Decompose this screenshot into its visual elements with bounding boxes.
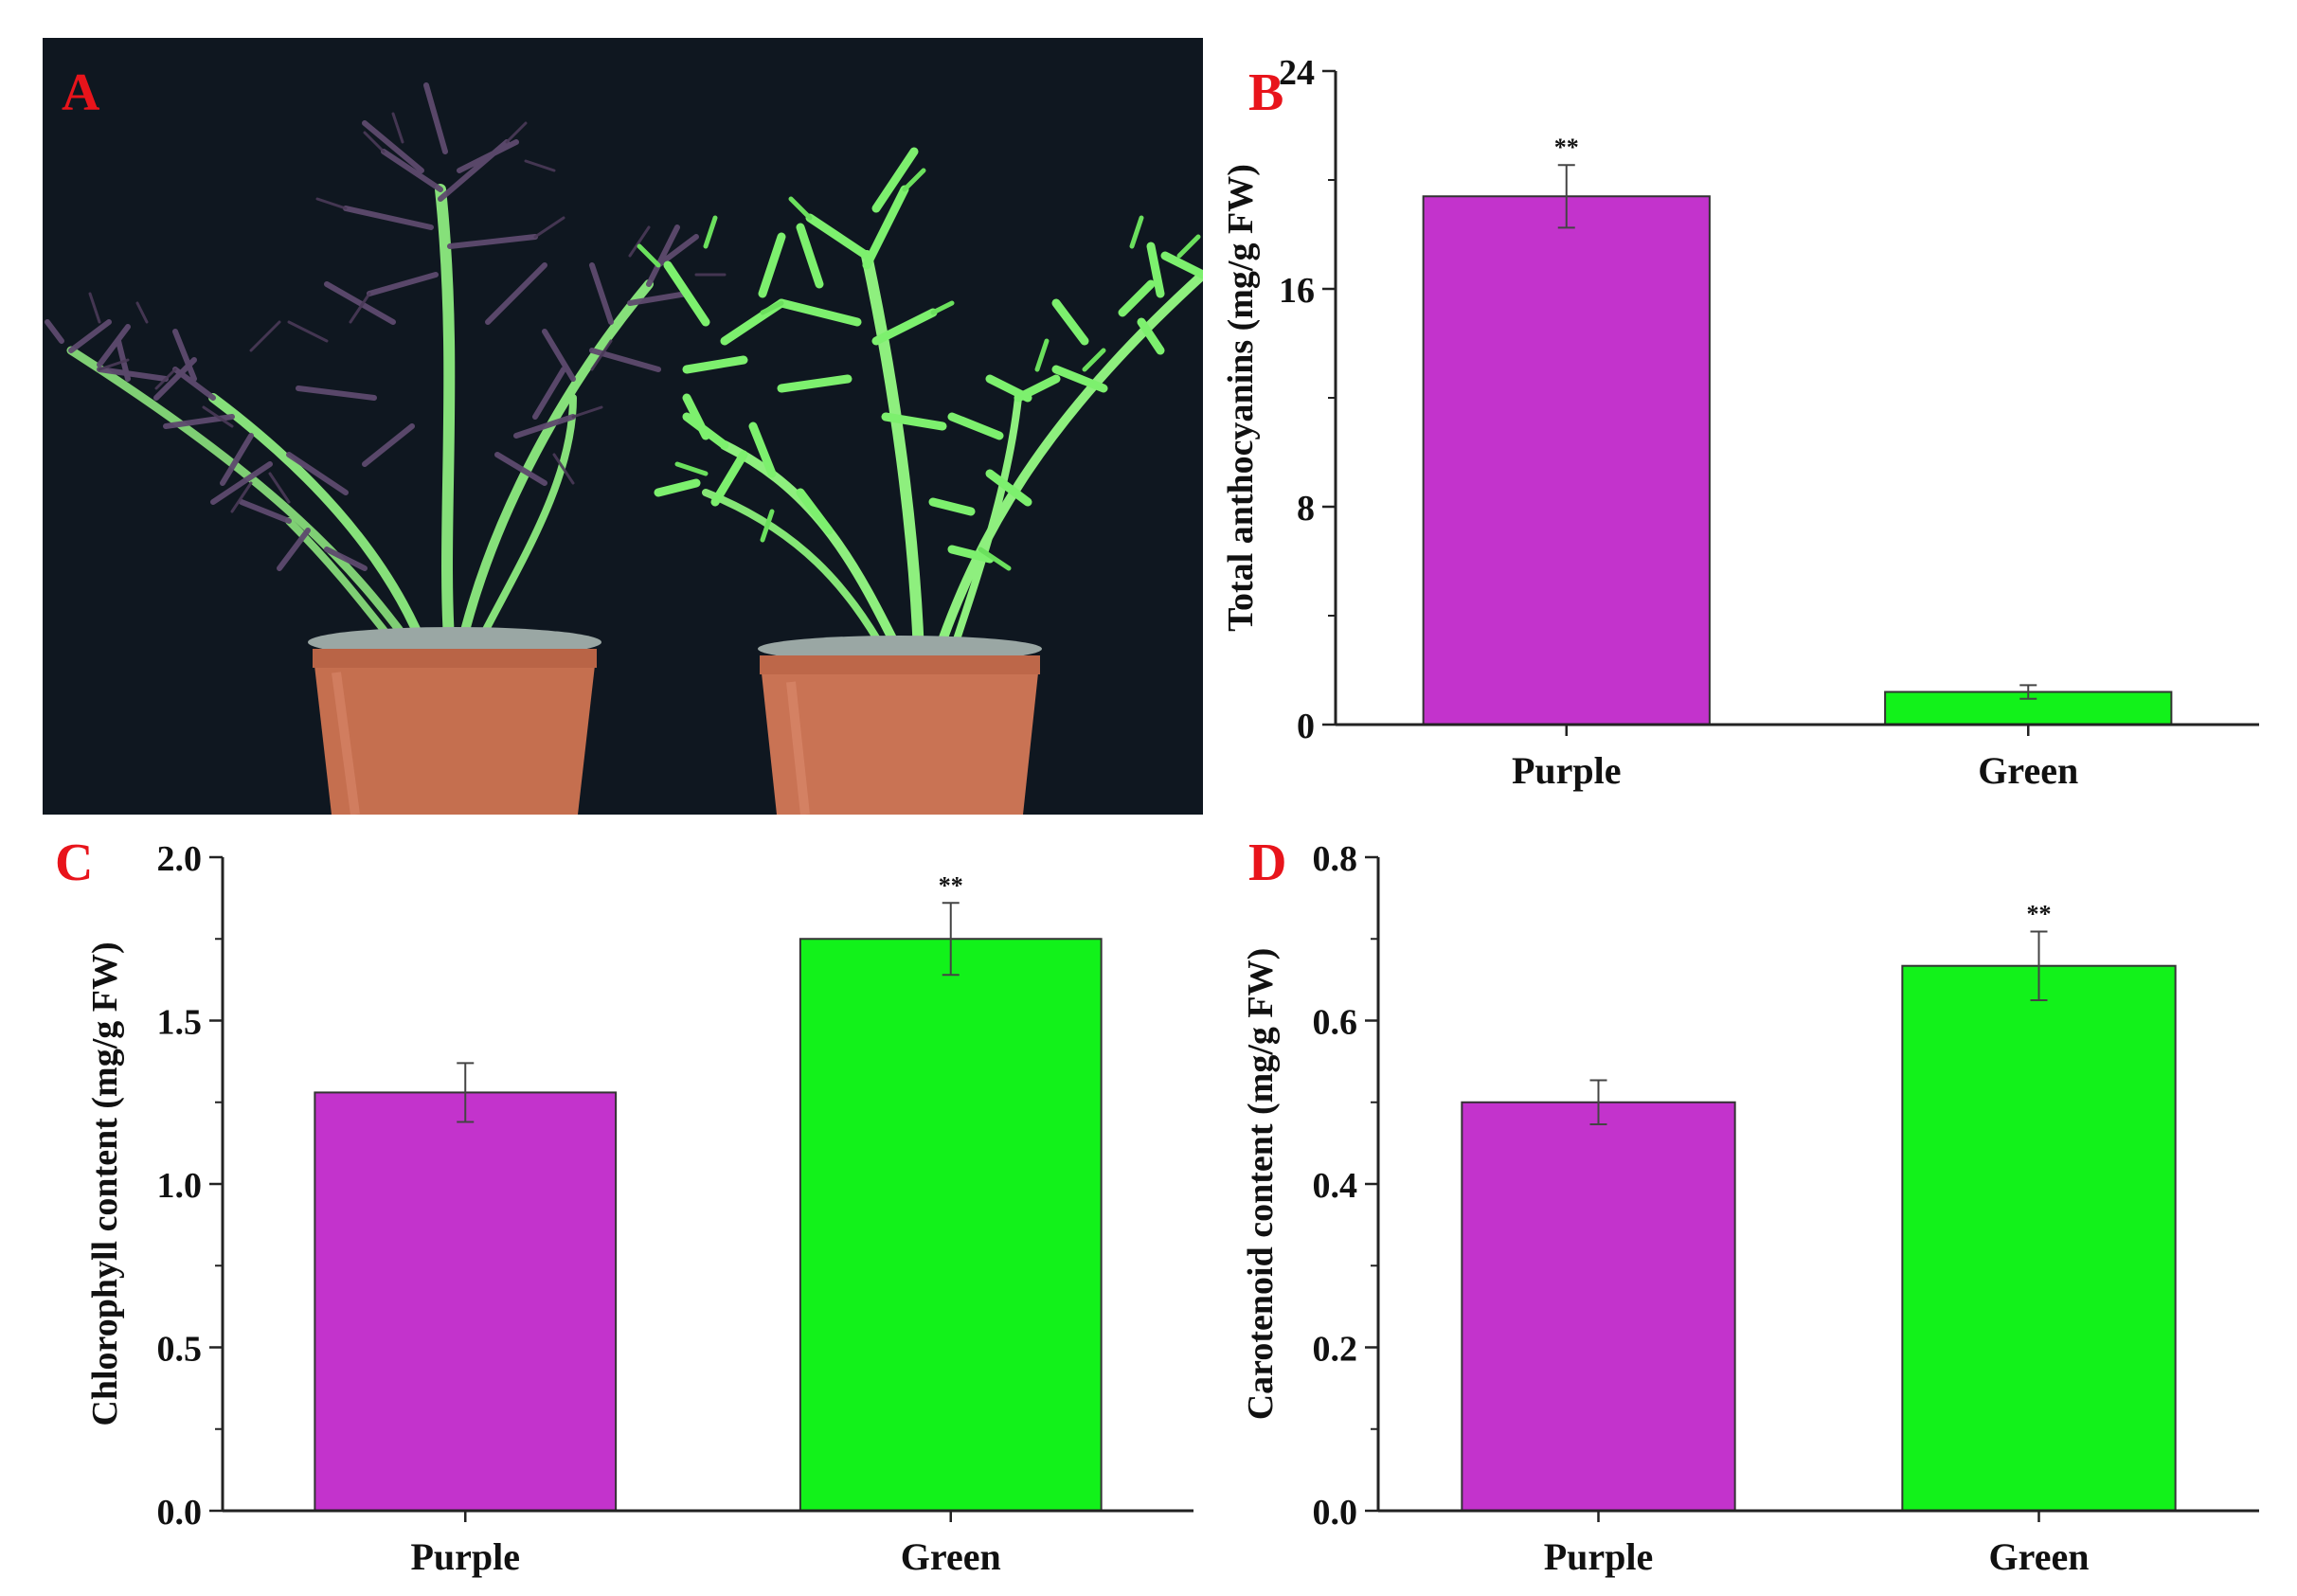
plant-pots	[308, 627, 1042, 815]
significance-purple: **	[1554, 134, 1579, 161]
y-axis-label: Carotenoid content (mg/g FW)	[1241, 948, 1281, 1421]
x-tick-label-green: Green	[1989, 1535, 2090, 1578]
bar-purple	[314, 1091, 618, 1513]
x-tick-label-purple: Purple	[1544, 1535, 1654, 1578]
error-bar-green	[942, 902, 960, 977]
error-bar-purple	[457, 1062, 475, 1123]
bar-green	[1884, 690, 2173, 726]
purple-plant	[45, 82, 727, 659]
y-axis-label: Chlorophyll content (mg/g FW)	[85, 941, 125, 1426]
plant-photo	[43, 38, 1203, 815]
x-tick-label-purple: Purple	[1512, 749, 1622, 792]
error-bar-green	[2030, 930, 2048, 1001]
y-tick-label: 8	[1297, 489, 1315, 529]
y-tick-label: 24	[1279, 53, 1315, 93]
panel-label-a: A	[62, 63, 100, 122]
green-plant	[637, 147, 1203, 659]
error-bar-purple	[1589, 1079, 1607, 1126]
x-tick-label-green: Green	[1978, 749, 2078, 792]
error-bar-purple	[1557, 164, 1575, 229]
y-tick-label: 0.8	[1313, 839, 1358, 879]
y-tick-label: 0.0	[157, 1493, 203, 1533]
bar-green	[1901, 964, 2177, 1512]
x-tick-label-purple: Purple	[410, 1535, 520, 1578]
panel-label-c: C	[55, 834, 94, 892]
y-tick-label: 2.0	[157, 839, 203, 879]
y-tick-label: 0.6	[1313, 1003, 1358, 1043]
y-tick-label: 0	[1297, 707, 1315, 746]
y-tick-label: 0.2	[1313, 1330, 1358, 1370]
bar-purple	[1461, 1101, 1736, 1512]
y-tick-label: 0.4	[1313, 1166, 1358, 1206]
significance-green: **	[2027, 900, 2052, 927]
significance-green: **	[939, 871, 963, 899]
y-tick-label: 16	[1279, 271, 1315, 311]
y-tick-label: 1.5	[157, 1003, 203, 1043]
x-tick-label-green: Green	[901, 1535, 1001, 1578]
y-tick-label: 0.5	[157, 1330, 203, 1370]
y-axis-label: Total anthocyanins (mg/g FW)	[1221, 164, 1261, 632]
y-tick-label: 0.0	[1313, 1493, 1358, 1533]
plant-photo-illustration	[43, 38, 1203, 815]
panel-label-d: D	[1248, 834, 1287, 892]
bar-purple	[1422, 195, 1711, 726]
y-tick-label: 1.0	[157, 1166, 203, 1206]
error-bar-green	[2019, 684, 2037, 700]
panel-label-b: B	[1248, 63, 1284, 122]
bar-green	[799, 938, 1103, 1512]
